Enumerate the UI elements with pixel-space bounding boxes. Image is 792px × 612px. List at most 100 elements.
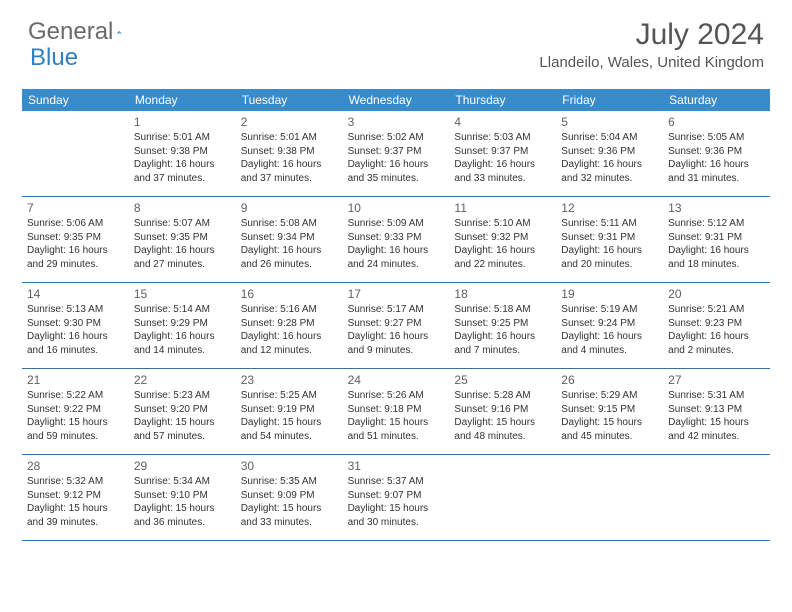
calendar-grid: 1Sunrise: 5:01 AMSunset: 9:38 PMDaylight… [22,111,770,541]
calendar-cell: 31Sunrise: 5:37 AMSunset: 9:07 PMDayligh… [343,455,450,541]
daylight-line-1: Daylight: 16 hours [348,158,445,172]
sunrise-line: Sunrise: 5:09 AM [348,217,445,231]
day-number: 2 [241,114,338,130]
daylight-line-1: Daylight: 16 hours [134,158,231,172]
sunset-line: Sunset: 9:18 PM [348,403,445,417]
day-number: 9 [241,200,338,216]
sunset-line: Sunset: 9:19 PM [241,403,338,417]
sunset-line: Sunset: 9:13 PM [668,403,765,417]
sunrise-line: Sunrise: 5:04 AM [561,131,658,145]
daylight-line-1: Daylight: 16 hours [454,330,551,344]
daylight-line-1: Daylight: 16 hours [454,244,551,258]
weekday-header: Saturday [663,89,770,111]
daylight-line-2: and 7 minutes. [454,344,551,358]
calendar-cell: 12Sunrise: 5:11 AMSunset: 9:31 PMDayligh… [556,197,663,283]
sunset-line: Sunset: 9:25 PM [454,317,551,331]
daylight-line-1: Daylight: 16 hours [668,330,765,344]
sunset-line: Sunset: 9:31 PM [561,231,658,245]
calendar-cell: 23Sunrise: 5:25 AMSunset: 9:19 PMDayligh… [236,369,343,455]
daylight-line-2: and 2 minutes. [668,344,765,358]
daylight-line-1: Daylight: 16 hours [348,330,445,344]
sunrise-line: Sunrise: 5:26 AM [348,389,445,403]
sunset-line: Sunset: 9:15 PM [561,403,658,417]
calendar-cell: 21Sunrise: 5:22 AMSunset: 9:22 PMDayligh… [22,369,129,455]
day-number: 21 [27,372,124,388]
calendar-cell [663,455,770,541]
title-block: July 2024 Llandeilo, Wales, United Kingd… [539,18,764,71]
weekday-header: Tuesday [236,89,343,111]
sunset-line: Sunset: 9:37 PM [348,145,445,159]
sunrise-line: Sunrise: 5:18 AM [454,303,551,317]
sunset-line: Sunset: 9:35 PM [27,231,124,245]
sunrise-line: Sunrise: 5:25 AM [241,389,338,403]
sunrise-line: Sunrise: 5:23 AM [134,389,231,403]
sunrise-line: Sunrise: 5:35 AM [241,475,338,489]
calendar-cell: 14Sunrise: 5:13 AMSunset: 9:30 PMDayligh… [22,283,129,369]
daylight-line-2: and 42 minutes. [668,430,765,444]
day-number: 30 [241,458,338,474]
sunset-line: Sunset: 9:27 PM [348,317,445,331]
calendar-cell: 11Sunrise: 5:10 AMSunset: 9:32 PMDayligh… [449,197,556,283]
day-number: 31 [348,458,445,474]
daylight-line-1: Daylight: 15 hours [134,416,231,430]
day-number: 25 [454,372,551,388]
calendar-cell [22,111,129,197]
brand-part1: General [28,18,113,46]
day-number: 10 [348,200,445,216]
sunrise-line: Sunrise: 5:16 AM [241,303,338,317]
sunset-line: Sunset: 9:24 PM [561,317,658,331]
sunrise-line: Sunrise: 5:17 AM [348,303,445,317]
sunset-line: Sunset: 9:10 PM [134,489,231,503]
day-number: 13 [668,200,765,216]
daylight-line-2: and 37 minutes. [241,172,338,186]
sunset-line: Sunset: 9:28 PM [241,317,338,331]
sunset-line: Sunset: 9:12 PM [27,489,124,503]
day-number: 19 [561,286,658,302]
calendar-cell: 8Sunrise: 5:07 AMSunset: 9:35 PMDaylight… [129,197,236,283]
calendar-cell: 24Sunrise: 5:26 AMSunset: 9:18 PMDayligh… [343,369,450,455]
day-number: 26 [561,372,658,388]
brand-sail-icon [117,22,122,42]
sunset-line: Sunset: 9:36 PM [561,145,658,159]
calendar-cell: 28Sunrise: 5:32 AMSunset: 9:12 PMDayligh… [22,455,129,541]
calendar-cell [556,455,663,541]
sunrise-line: Sunrise: 5:31 AM [668,389,765,403]
daylight-line-1: Daylight: 15 hours [348,502,445,516]
day-number: 11 [454,200,551,216]
calendar-cell: 17Sunrise: 5:17 AMSunset: 9:27 PMDayligh… [343,283,450,369]
calendar-cell [449,455,556,541]
sunrise-line: Sunrise: 5:37 AM [348,475,445,489]
day-number: 18 [454,286,551,302]
daylight-line-1: Daylight: 15 hours [241,502,338,516]
sunset-line: Sunset: 9:09 PM [241,489,338,503]
daylight-line-1: Daylight: 15 hours [668,416,765,430]
calendar-cell: 15Sunrise: 5:14 AMSunset: 9:29 PMDayligh… [129,283,236,369]
sunrise-line: Sunrise: 5:21 AM [668,303,765,317]
day-number: 23 [241,372,338,388]
weekday-header: Monday [129,89,236,111]
brand-logo: General [28,18,143,46]
daylight-line-1: Daylight: 16 hours [134,330,231,344]
sunrise-line: Sunrise: 5:19 AM [561,303,658,317]
calendar-cell: 25Sunrise: 5:28 AMSunset: 9:16 PMDayligh… [449,369,556,455]
calendar-cell: 4Sunrise: 5:03 AMSunset: 9:37 PMDaylight… [449,111,556,197]
sunrise-line: Sunrise: 5:05 AM [668,131,765,145]
daylight-line-2: and 9 minutes. [348,344,445,358]
sunset-line: Sunset: 9:38 PM [241,145,338,159]
sunrise-line: Sunrise: 5:03 AM [454,131,551,145]
sunrise-line: Sunrise: 5:01 AM [134,131,231,145]
day-number: 20 [668,286,765,302]
sunrise-line: Sunrise: 5:13 AM [27,303,124,317]
sunset-line: Sunset: 9:30 PM [27,317,124,331]
calendar-cell: 16Sunrise: 5:16 AMSunset: 9:28 PMDayligh… [236,283,343,369]
sunset-line: Sunset: 9:23 PM [668,317,765,331]
sunset-line: Sunset: 9:07 PM [348,489,445,503]
day-number: 14 [27,286,124,302]
weekday-header: Thursday [449,89,556,111]
sunrise-line: Sunrise: 5:22 AM [27,389,124,403]
sunrise-line: Sunrise: 5:14 AM [134,303,231,317]
daylight-line-2: and 20 minutes. [561,258,658,272]
daylight-line-1: Daylight: 15 hours [27,416,124,430]
daylight-line-2: and 16 minutes. [27,344,124,358]
daylight-line-2: and 57 minutes. [134,430,231,444]
